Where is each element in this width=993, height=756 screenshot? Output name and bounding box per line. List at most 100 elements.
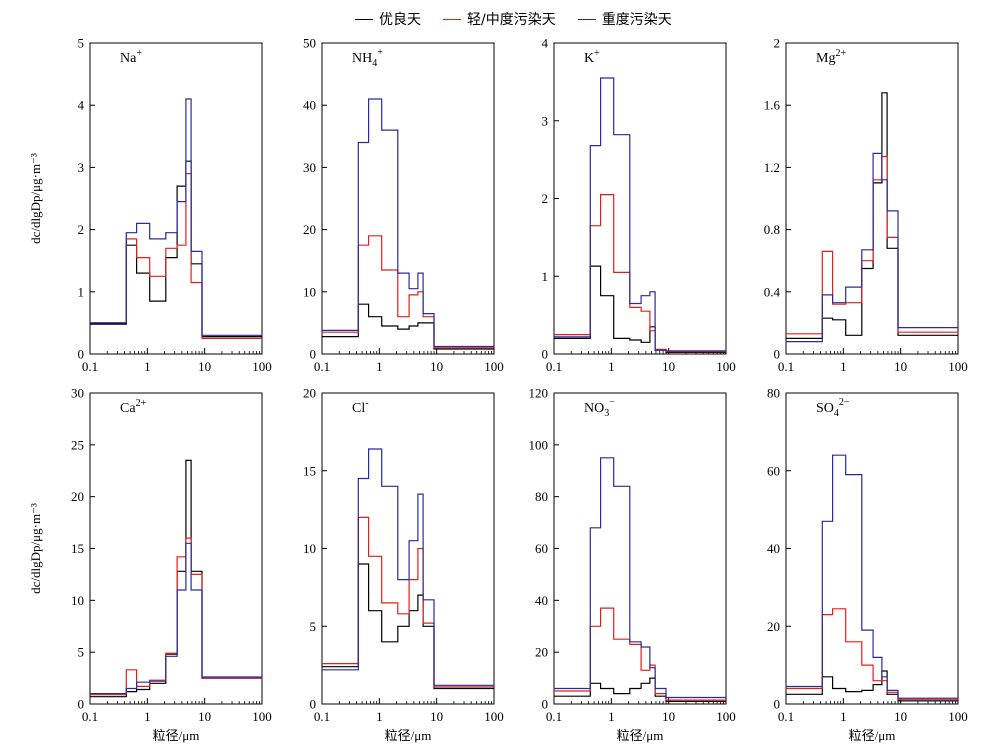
y-tick-label: 1	[542, 269, 549, 284]
series-line	[786, 608, 958, 700]
series-line	[322, 235, 494, 349]
ion-label: NH4+	[352, 47, 383, 69]
x-axis-label: 粒径/μm	[153, 728, 200, 743]
x-tick-label: 1	[144, 709, 151, 724]
y-tick-label: 10	[303, 284, 316, 299]
x-axis-label: 粒径/μm	[849, 728, 896, 743]
y-tick-label: 5	[78, 645, 85, 660]
y-tick-label: 2	[774, 36, 781, 51]
x-tick-label: 100	[484, 709, 504, 724]
x-tick-label: 0.1	[314, 709, 330, 724]
y-tick-label: 5	[310, 619, 317, 634]
x-tick-label: 10	[198, 359, 211, 374]
y-tick-label: 50	[303, 36, 316, 51]
series-line	[786, 92, 958, 339]
subplot-2: 0 1 2 3 4 0.1 1 10 100 K+	[542, 36, 736, 375]
subplot-0: 0 1 2 3 4 5 0.1 1 10 100 Na+ dc/dlgDp/μg·m⁻³	[28, 36, 272, 375]
subplot-6: 0 20 40 60 80 100 120 0.1 1 10 100 NO3− 粒径/μm	[529, 386, 736, 744]
series-line	[322, 448, 494, 686]
plot-frame	[553, 392, 727, 705]
x-tick-label: 100	[252, 709, 272, 724]
ion-label: NO3−	[584, 397, 615, 419]
x-tick-label: 10	[662, 709, 675, 724]
series-line	[786, 152, 958, 343]
series-line	[90, 459, 262, 698]
y-tick-label: 0	[542, 347, 549, 362]
x-tick-label: 0.1	[546, 709, 562, 724]
series-line	[90, 160, 262, 338]
y-tick-label: 20	[767, 619, 780, 634]
series-line	[322, 516, 494, 688]
legend-item: 重度污染天	[577, 9, 672, 29]
y-tick-label: 1.2	[764, 160, 780, 175]
y-tick-label: 0	[774, 347, 781, 362]
x-tick-label: 0.1	[778, 709, 794, 724]
y-tick-label: 40	[303, 98, 316, 113]
x-tick-label: 100	[484, 359, 504, 374]
subplot-3: 0 0.4 0.8 1.2 1.6 2 0.1 1 10 100 Mg2+	[764, 36, 968, 375]
y-tick-label: 10	[71, 593, 84, 608]
legend: 优良天 轻/中度污染天 重度污染天	[355, 6, 672, 32]
y-axis-label: dc/dlgDp/μg·m⁻³	[28, 503, 43, 594]
legend-label: 优良天	[379, 12, 421, 28]
subplot-5: 0 5 10 15 20 0.1 1 10 100 Cl- 粒径/μm	[303, 386, 504, 744]
y-tick-label: 10	[303, 541, 316, 556]
legend-label: 轻/中度污染天	[467, 12, 556, 28]
y-tick-label: 1	[78, 284, 85, 299]
plot-frame	[785, 392, 959, 705]
y-tick-label: 30	[303, 160, 316, 175]
y-tick-label: 0	[78, 347, 85, 362]
y-tick-label: 3	[542, 113, 549, 128]
x-tick-label: 100	[716, 359, 736, 374]
series-line	[554, 607, 726, 701]
series-line	[786, 454, 958, 699]
y-tick-label: 0.8	[764, 222, 780, 237]
y-tick-label: 0.4	[764, 284, 781, 299]
y-tick-label: 0	[310, 347, 317, 362]
y-tick-label: 1.6	[764, 98, 781, 113]
y-tick-label: 80	[767, 386, 780, 401]
x-tick-label: 0.1	[314, 359, 330, 374]
x-tick-label: 1	[840, 709, 847, 724]
y-tick-label: 60	[535, 541, 548, 556]
x-tick-label: 1	[144, 359, 151, 374]
ion-label: Na+	[120, 48, 142, 66]
x-tick-label: 10	[430, 359, 443, 374]
ion-label: K+	[584, 48, 600, 66]
series-line	[554, 677, 726, 702]
ion-label: Cl-	[352, 398, 369, 416]
x-tick-label: 10	[430, 709, 443, 724]
x-tick-label: 10	[198, 709, 211, 724]
plot-frame	[321, 392, 495, 705]
series-line	[90, 173, 262, 339]
plot-frame	[89, 42, 263, 355]
legend-swatch	[577, 18, 596, 20]
series-line	[322, 563, 494, 690]
subplot-7: 0 20 40 60 80 0.1 1 10 100 SO42− 粒径/μm	[767, 386, 968, 744]
x-tick-label: 0.1	[82, 359, 98, 374]
y-tick-label: 2	[78, 222, 85, 237]
y-tick-label: 4	[78, 98, 85, 113]
y-tick-label: 80	[535, 489, 548, 504]
legend-label: 重度污染天	[601, 12, 672, 28]
y-tick-label: 0	[78, 697, 85, 712]
y-tick-label: 5	[78, 36, 85, 51]
ion-label: Mg2+	[816, 48, 846, 66]
y-tick-label: 0	[310, 697, 317, 712]
x-tick-label: 1	[376, 709, 383, 724]
x-tick-label: 10	[894, 359, 907, 374]
x-tick-label: 0.1	[546, 359, 562, 374]
x-axis-label: 粒径/μm	[617, 728, 664, 743]
series-line	[786, 670, 958, 702]
y-tick-label: 15	[303, 463, 316, 478]
x-tick-label: 1	[376, 359, 383, 374]
x-tick-label: 1	[608, 359, 615, 374]
series-line	[90, 542, 262, 695]
y-tick-label: 120	[529, 386, 549, 401]
x-tick-label: 10	[662, 359, 675, 374]
plot-frame	[89, 392, 263, 705]
series-line	[554, 265, 726, 353]
x-tick-label: 100	[252, 359, 272, 374]
y-axis-label: dc/dlgDp/μg·m⁻³	[28, 153, 43, 244]
